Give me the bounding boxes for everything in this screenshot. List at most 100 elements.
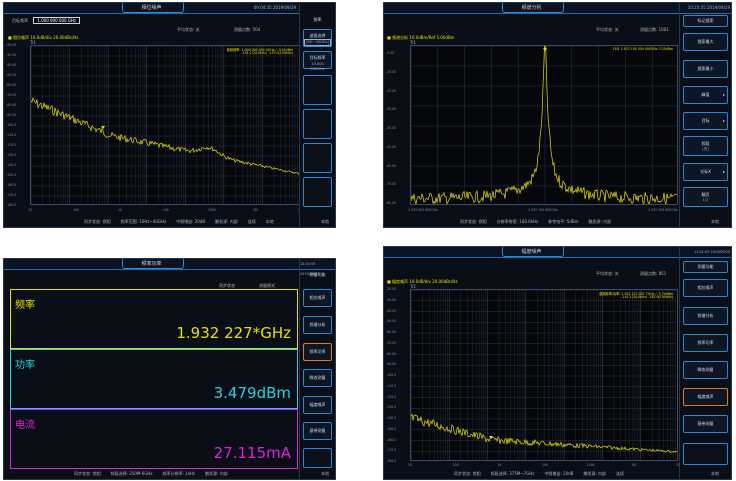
x-tick-label: 100 bbox=[73, 208, 80, 212]
page-turn-button[interactable]: 翻页 1/2 bbox=[683, 187, 728, 207]
status-bar: 同步状态: 锁相 频段选择: 250M-6GHz 频率分辨率: 1kHz 触发源… bbox=[74, 470, 228, 476]
y-tick-label: -50.00 bbox=[386, 319, 397, 324]
center-freq-input[interactable]: 1.000 000 000 GHz bbox=[33, 17, 81, 24]
amplitude-noise-button[interactable]: 幅度噪声 bbox=[683, 388, 728, 406]
y-tick-label: -40.00 bbox=[386, 308, 397, 313]
y-tick-label: -70.00 bbox=[6, 93, 17, 97]
peak-button[interactable]: 峰值 ▸ bbox=[683, 86, 728, 104]
phase-noise-button[interactable]: 相位噪声 bbox=[683, 279, 728, 297]
spectrum-analysis-button[interactable]: 频谱分析 bbox=[683, 307, 728, 325]
power-label: 功率 bbox=[15, 360, 35, 371]
avg-status: 平均状态: 关 bbox=[177, 27, 200, 32]
y-tick-label: -180.0 bbox=[6, 203, 17, 207]
amplitude-noise-plot bbox=[410, 289, 678, 461]
sidebar-empty-4[interactable] bbox=[303, 177, 332, 207]
status-bar: 同步状态: 锁相 频率范围: 10Hz~40GHz 中频增益: 20dB 触发源… bbox=[84, 218, 274, 224]
phase-noise-button[interactable]: 相位噪声 bbox=[303, 289, 332, 307]
current-value: 27.115mA bbox=[213, 444, 291, 462]
sidebar-frequency: 频率 波段选择 [6G~40GHz] 目标频率 10.000 000GHz 本地 bbox=[300, 2, 336, 228]
search-min-button[interactable]: 搜索最小 bbox=[683, 60, 728, 78]
offset-readout: -141.1(10.0kHz) -155.9(100kHz) bbox=[621, 295, 673, 299]
baseband-measure-button[interactable]: 基带测量 bbox=[683, 415, 728, 433]
point-count: 测量点数: 851 bbox=[640, 271, 667, 276]
status-bar: 同步状态: 锁相 频段选择: 375M~7GHz 中频增益: 20dB 触发源:… bbox=[454, 470, 625, 476]
window-title: 频谱分析 bbox=[521, 5, 542, 11]
carrier-readout: 载频频率: 1.000 000 000 0GHz / -0.91dBm bbox=[226, 48, 293, 52]
y-tick-label: -150.0 bbox=[6, 173, 17, 177]
x-tick-label: 100k bbox=[586, 463, 595, 467]
title-bar: 频率功率 bbox=[4, 259, 299, 270]
y-tick-label: -180.0 bbox=[386, 459, 397, 463]
x-tick-label: 100k bbox=[208, 208, 216, 212]
x-tick-label: 1.932 100 000GHz bbox=[528, 208, 558, 212]
sidebar-empty-2[interactable] bbox=[303, 109, 332, 139]
sidebar-title: 标记搜索 bbox=[683, 15, 728, 27]
target-button[interactable]: 目标 ▸ bbox=[683, 112, 728, 130]
power-value: 3.479dBm bbox=[213, 384, 291, 402]
y-tick-label: -80.00 bbox=[386, 351, 397, 356]
power-display: 功率 3.479dBm bbox=[10, 349, 298, 409]
search-max-button[interactable]: 搜索最大 bbox=[683, 33, 728, 51]
amplitude-noise-trace bbox=[411, 413, 677, 453]
sidebar-empty-1[interactable] bbox=[303, 75, 332, 105]
cursor-x-button[interactable]: 光标X ▸ bbox=[683, 163, 728, 181]
title-bar: 相位噪声 09:04:35 2019/09/29 bbox=[4, 3, 299, 14]
x-tick-label: 1.932 200 000GHz bbox=[648, 208, 678, 212]
y-tick-label: -100.0 bbox=[386, 373, 397, 377]
y-tick-label: -85.00 bbox=[386, 201, 397, 205]
avg-status: 平均状态: 关 bbox=[596, 27, 619, 32]
window-title: 幅度噪声 bbox=[521, 249, 542, 255]
transient-measure-button[interactable]: 瞬态测量 bbox=[303, 369, 332, 387]
sidebar-empty[interactable] bbox=[303, 448, 332, 468]
y-tick-label: -20.00 bbox=[6, 43, 17, 47]
center-freq-label: 目标频率 bbox=[12, 18, 28, 23]
frequency-label: 频率 bbox=[15, 300, 35, 311]
y-tick-label: -160.0 bbox=[6, 183, 17, 187]
chevron-right-icon: ▸ bbox=[722, 169, 725, 174]
sidebar-empty-3[interactable] bbox=[303, 143, 332, 173]
spectrum-plot bbox=[410, 45, 678, 205]
y-tick-label: -5.00 bbox=[386, 51, 395, 55]
sidebar-empty[interactable] bbox=[683, 443, 728, 465]
target-frequency-button[interactable]: 目标频率 10.000 000GHz bbox=[303, 51, 332, 71]
sync-status: 同步状态 bbox=[219, 283, 235, 288]
y-tick-label: -20.00 bbox=[386, 287, 397, 291]
marker-icon bbox=[543, 48, 547, 51]
y-tick-label: -170.0 bbox=[6, 193, 17, 197]
baseband-measure-button[interactable]: 基带测量 bbox=[303, 422, 332, 440]
y-tick-label: -160.0 bbox=[386, 437, 397, 442]
avg-status: 平均状态: 关 bbox=[596, 271, 619, 276]
frequency-display: 频率 1.932 227*GHz bbox=[10, 289, 298, 349]
sidebar-measure-functions: 10:24:55 2019/09/29 测量功能 相位噪声 频谱分析 频率功率 … bbox=[300, 258, 336, 480]
y-tick-label: -40.00 bbox=[6, 63, 17, 67]
y-tick-label: -150.0 bbox=[386, 426, 397, 431]
title-bar: 频谱分析 bbox=[384, 3, 679, 14]
datetime: 10:23:35 2019/09/29 bbox=[687, 5, 730, 10]
y-tick-label: -60.00 bbox=[386, 330, 397, 334]
phase-noise-trace bbox=[31, 97, 299, 175]
title-bar: 幅度噪声 bbox=[384, 247, 679, 258]
transient-measure-button[interactable]: 瞬态测量 bbox=[683, 361, 728, 379]
frequency-power-button[interactable]: 频率功率 bbox=[303, 343, 332, 361]
y-tick-label: -140.0 bbox=[6, 163, 17, 167]
y-tick-label: -120.0 bbox=[6, 143, 17, 147]
spectrum-analysis-button[interactable]: 频谱分析 bbox=[303, 316, 332, 334]
y-tick-label: -15.00 bbox=[386, 69, 397, 74]
y-tick-label: -130.0 bbox=[386, 405, 397, 410]
band-select-button[interactable]: 波段选择 [6G~40GHz] bbox=[303, 29, 332, 47]
y-tick-label: -65.00 bbox=[386, 163, 397, 168]
y-tick-label: -110.0 bbox=[386, 383, 397, 388]
y-tick-label: -55.00 bbox=[386, 144, 397, 149]
frequency-power-button[interactable]: 频率功率 bbox=[683, 334, 728, 352]
carrier-readout: 载频频率/功率: 1.932 227 467 7GHz / -3.70dBm bbox=[599, 292, 673, 296]
amplitude-noise-button[interactable]: 幅度噪声 bbox=[303, 396, 332, 414]
marker-icon bbox=[489, 436, 493, 439]
band-button[interactable]: 频段 [关] bbox=[683, 136, 728, 156]
datetime: 09:04:35 2019/09/29 bbox=[253, 5, 296, 10]
y-tick-label: -60.00 bbox=[6, 83, 17, 87]
sidebar-title: 测量功能 bbox=[309, 272, 326, 277]
panel-phase-noise: 相位噪声 09:04:35 2019/09/29 目标频率 1.000 000 … bbox=[3, 2, 300, 228]
trace-legend: ■ 相位噪声 10.0dB/div 20.00dBc/Hz bbox=[8, 35, 79, 40]
x-tick-label: 10k bbox=[542, 463, 548, 467]
y-tick-label: -80.00 bbox=[6, 103, 17, 107]
